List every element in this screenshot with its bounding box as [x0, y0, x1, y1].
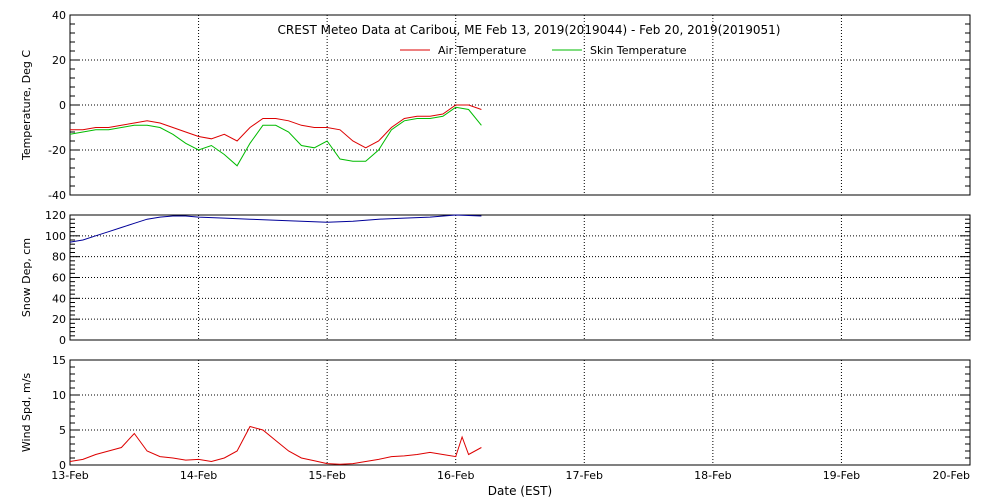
series-line-1-0: [69, 214, 482, 243]
y-tick-label: 60: [52, 272, 66, 285]
y-tick-label: 20: [52, 54, 66, 67]
y-tick-label: -20: [48, 144, 66, 157]
chart-title: CREST Meteo Data at Caribou, ME Feb 13, …: [278, 23, 781, 37]
series-line-0-1: [69, 106, 482, 167]
y-tick-label: -40: [48, 189, 66, 202]
y-axis-label: Temperature, Deg C: [20, 50, 33, 161]
y-tick-label: 0: [59, 334, 66, 347]
y-axis-label: Snow Dep, cm: [20, 238, 33, 317]
y-axis-label: Wind Spd, m/s: [20, 373, 33, 453]
y-tick-label: 40: [52, 292, 66, 305]
y-tick-label: 40: [52, 9, 66, 22]
series-line-2-0: [69, 425, 482, 465]
legend: Air Temperature Skin Temperature: [400, 44, 687, 57]
panel-0: -40 -20 0 20 40 Temperature, Deg C: [20, 9, 971, 202]
legend-air-label: Air Temperature: [438, 44, 527, 57]
y-tick-label: 100: [45, 230, 66, 243]
y-tick-label: 20: [52, 313, 66, 326]
panel-1: 0 20 40 60 80 100 120 Snow Dep, cm: [20, 209, 971, 347]
x-axis-label: Date (EST): [488, 484, 552, 498]
y-tick-label: 80: [52, 251, 66, 264]
plot-frame: [69, 359, 971, 466]
x-tick-label: 20-Feb: [933, 469, 970, 482]
x-tick-label: 19-Feb: [823, 469, 860, 482]
x-tick-label: 15-Feb: [308, 469, 345, 482]
plot-frame: [69, 214, 971, 341]
x-tick-label: 16-Feb: [437, 469, 474, 482]
y-tick-label: 15: [52, 354, 66, 367]
y-tick-label: 5: [59, 424, 66, 437]
legend-skin-label: Skin Temperature: [590, 44, 687, 57]
y-tick-label: 10: [52, 389, 66, 402]
panel-2: 0 5 10 15 Wind Spd, m/s: [20, 354, 971, 472]
plot-frame: [69, 14, 971, 196]
x-tick-label: 14-Feb: [180, 469, 217, 482]
y-tick-label: 120: [45, 209, 66, 222]
series-line-0-0: [70, 104, 482, 149]
y-tick-label: 0: [59, 99, 66, 112]
x-tick-label: 18-Feb: [694, 469, 731, 482]
x-tick-label: 17-Feb: [566, 469, 603, 482]
y-tick-label: 0: [59, 459, 66, 472]
x-tick-label: 13-Feb: [51, 469, 88, 482]
